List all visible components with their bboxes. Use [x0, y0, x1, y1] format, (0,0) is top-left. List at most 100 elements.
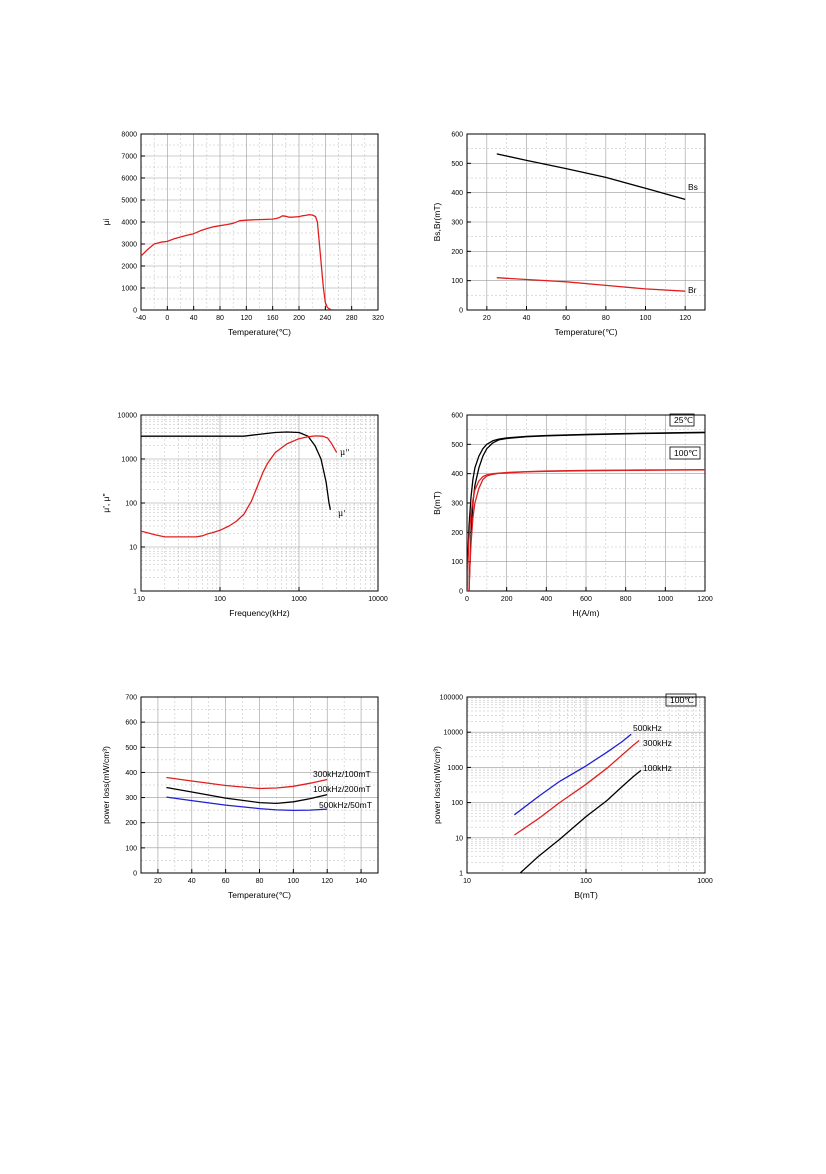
series-line-3 — [166, 796, 328, 812]
x-tick-label: 20 — [483, 315, 491, 322]
x-tick-label: 40 — [523, 315, 531, 322]
y-tick-label: 4000 — [121, 220, 137, 227]
x-tick-label: 280 — [346, 315, 358, 322]
y-tick-label: 200 — [451, 249, 463, 256]
y-tick-label: 200 — [125, 820, 137, 827]
grid — [467, 415, 705, 591]
series-line-1 — [141, 431, 332, 510]
x-tick-label: 1200 — [697, 596, 713, 603]
series-line-2 — [468, 431, 705, 591]
series-line-1 — [496, 153, 686, 201]
annotation-box — [669, 413, 695, 427]
x-tick-label: -40 — [136, 315, 146, 322]
y-tick-label: 400 — [125, 770, 137, 777]
y-tick-label: 100 — [125, 501, 137, 508]
x-tick-label: 10 — [137, 596, 145, 603]
x-tick-label: 80 — [256, 878, 264, 885]
series-group — [141, 431, 338, 538]
y-axis-label: Bs,Br(mT) — [432, 202, 442, 241]
x-tick-label: 120 — [240, 315, 252, 322]
x-tick-label: 160 — [267, 315, 279, 322]
y-tick-label: 100000 — [440, 695, 463, 702]
annotation-label: Bs — [688, 182, 698, 192]
y-tick-label: 100 — [451, 559, 463, 566]
series-line-2 — [141, 435, 338, 538]
annotation-label: 100kHz/200mT — [313, 784, 371, 794]
y-axis-label: B(mT) — [432, 491, 442, 515]
y-tick-label: 0 — [133, 308, 137, 315]
y-tick-label: 300 — [451, 220, 463, 227]
annotation-label: Br — [688, 285, 697, 295]
series-group — [514, 733, 642, 873]
annotation-box — [669, 446, 701, 460]
y-tick-label: 700 — [125, 695, 137, 702]
y-tick-label: 600 — [451, 413, 463, 420]
y-tick-label: 100 — [125, 845, 137, 852]
annotation-label: 100kHz — [643, 763, 672, 773]
x-tick-label: 0 — [465, 596, 469, 603]
x-axis-label: Temperature(℃) — [555, 327, 618, 337]
series-group — [166, 776, 328, 812]
series-line-3 — [519, 769, 642, 873]
chart-2: 20 40 60 80 100 120 0 100 200 300 400 500 600 Tempera… — [432, 132, 706, 337]
x-tick-label: 600 — [580, 596, 592, 603]
y-tick-label: 600 — [125, 720, 137, 727]
grid — [141, 697, 378, 873]
y-tick-label: 1000 — [121, 286, 137, 293]
y-tick-label: 10 — [455, 835, 463, 842]
x-tick-label: 400 — [540, 596, 552, 603]
y-tick-label: 10000 — [444, 730, 464, 737]
y-axis-label: power loss(mW/cm³) — [432, 746, 442, 824]
x-tick-label: 1000 — [291, 596, 307, 603]
x-tick-label: 120 — [679, 315, 691, 322]
series-line-2 — [496, 277, 686, 292]
series-line-1 — [514, 733, 632, 816]
x-tick-label: 100 — [640, 315, 652, 322]
x-tick-label: 320 — [372, 315, 384, 322]
y-tick-label: 10 — [129, 545, 137, 552]
chart-1: -40 0 40 80 120 160 200 240 280 32001000200030004… — [101, 132, 384, 338]
chart-5: 20 40 60 80 100 120 140 0 100 200 300 400 500 600 700 T… — [101, 695, 379, 900]
x-tick-label: 10 — [463, 878, 471, 885]
x-tick-label: 140 — [355, 878, 367, 885]
annotation-label: 500kHz/50mT — [319, 800, 372, 810]
y-tick-label: 200 — [451, 530, 463, 537]
y-tick-label: 500 — [451, 161, 463, 168]
chart-4: 0 200 400 600 800 1000 1200 0 100 200 300 400 500 600… — [432, 413, 713, 619]
series-line-1 — [166, 776, 328, 790]
x-tick-label: 60 — [222, 878, 230, 885]
annotation-label: μ'' — [340, 448, 350, 457]
x-tick-label: 10000 — [368, 596, 388, 603]
grid — [467, 134, 705, 310]
y-axis-label: power loss(mW/cm³) — [101, 746, 111, 824]
annotation-label: 300kHz/100mT — [313, 769, 371, 779]
x-tick-label: 1000 — [658, 596, 674, 603]
y-tick-label: 300 — [451, 501, 463, 508]
annotation-label: 25℃ — [674, 415, 693, 425]
y-tick-label: 600 — [451, 132, 463, 139]
y-tick-label: 100 — [451, 800, 463, 807]
annotation-label: 300kHz — [643, 738, 672, 748]
y-tick-label: 500 — [125, 745, 137, 752]
x-tick-label: 40 — [188, 878, 196, 885]
x-tick-label: 60 — [562, 315, 570, 322]
y-tick-label: 5000 — [121, 198, 137, 205]
y-tick-label: 0 — [459, 589, 463, 596]
y-tick-label: 3000 — [121, 242, 137, 249]
annotation-label: 100℃ — [670, 695, 694, 705]
y-tick-label: 0 — [133, 871, 137, 878]
x-tick-label: 120 — [321, 878, 333, 885]
series-group — [141, 214, 333, 310]
y-tick-label: 8000 — [121, 132, 137, 139]
y-tick-label: 1000 — [447, 765, 463, 772]
y-tick-label: 300 — [125, 795, 137, 802]
y-tick-label: 7000 — [121, 154, 137, 161]
y-tick-label: 0 — [459, 308, 463, 315]
x-tick-label: 240 — [319, 315, 331, 322]
series-line-2 — [514, 739, 640, 836]
annotation-label: 100℃ — [674, 448, 698, 458]
y-axis-label: μ', μ'' — [101, 493, 111, 513]
annotation-box — [665, 693, 697, 707]
y-tick-label: 400 — [451, 190, 463, 197]
